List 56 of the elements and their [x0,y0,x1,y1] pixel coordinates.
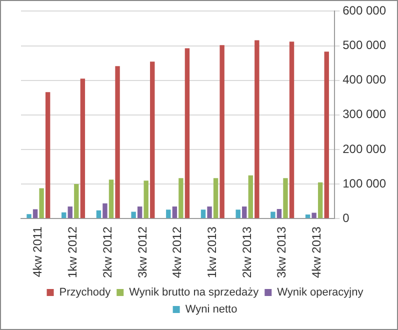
bar [254,40,260,218]
y-tick-label: 500 000 [342,38,386,52]
bar [144,180,148,218]
bar [102,203,108,218]
y-tick-label: 400 000 [342,72,386,87]
bar [248,175,253,218]
legend-label: Wyni netto [185,304,238,316]
bar [236,210,240,218]
bar [137,206,142,218]
bar [270,212,276,218]
legend-label: Wynik brutto na sprzedaży [129,286,260,299]
x-tick-label: 1kw 2012 [66,226,80,278]
x-tick-label: 3kw 2012 [135,226,150,278]
bar [276,208,282,218]
x-tick-label: 4kw 2013 [310,226,324,278]
bar [318,182,323,218]
y-tick-label: 600 000 [342,4,386,18]
bar [45,92,50,218]
y-tick-label: 100 000 [342,176,386,190]
y-tick-label: 300 000 [342,107,386,122]
bar [207,206,212,218]
legend-label: Wynik operacyjny [277,286,364,299]
bar [26,214,32,218]
bar [39,188,44,218]
bar [62,212,66,218]
bar [312,212,316,218]
bar [213,178,218,218]
bar [242,206,247,218]
bar [200,210,206,218]
bar [283,178,288,218]
bar [220,45,224,218]
bar [184,48,190,218]
bar [166,210,171,218]
bar [80,78,86,218]
bar [324,52,329,218]
bar [68,206,72,218]
bar [32,209,38,218]
bar [108,180,114,218]
x-tick-label: 1kw 2013 [204,226,219,278]
x-tick-label: 4kw 2012 [170,226,184,278]
x-tick-label: 2kw 2012 [100,226,114,278]
bar [131,212,136,218]
legend-label: Przychody [59,286,112,299]
bar [96,210,102,218]
bar [178,178,184,218]
bar [115,66,120,218]
x-tick-label: 4kw 2011 [30,226,45,278]
x-tick-label: 2kw 2013 [240,226,254,278]
bar [74,184,79,218]
bar [150,62,155,218]
bar [305,214,310,218]
bar [289,42,294,218]
y-tick-label: 200 000 [342,142,386,156]
y-tick-label: 0 [342,210,350,225]
x-tick-label: 3kw 2013 [274,226,289,278]
bar [172,206,178,218]
